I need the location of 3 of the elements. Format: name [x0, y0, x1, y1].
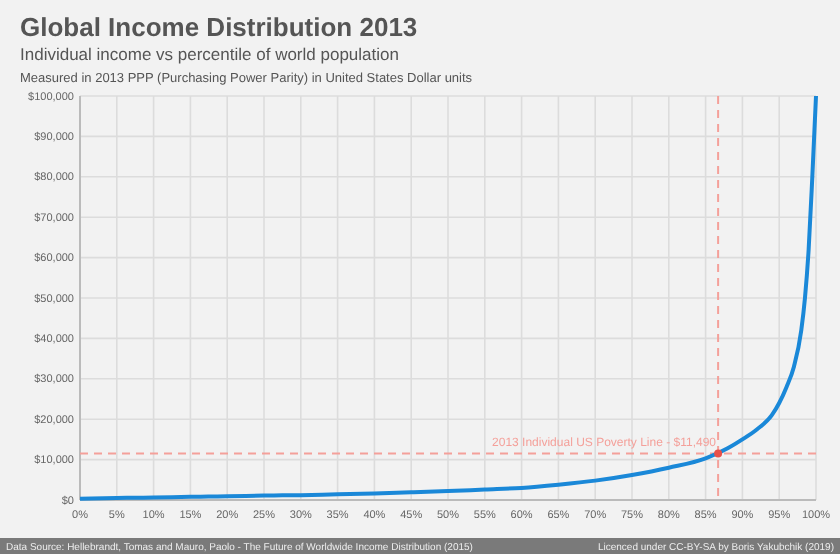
chart-subtitle: Individual income vs percentile of world population: [20, 44, 400, 64]
chart-title: Global Income Distribution 2013: [20, 12, 418, 42]
line-series: [78, 94, 818, 501]
